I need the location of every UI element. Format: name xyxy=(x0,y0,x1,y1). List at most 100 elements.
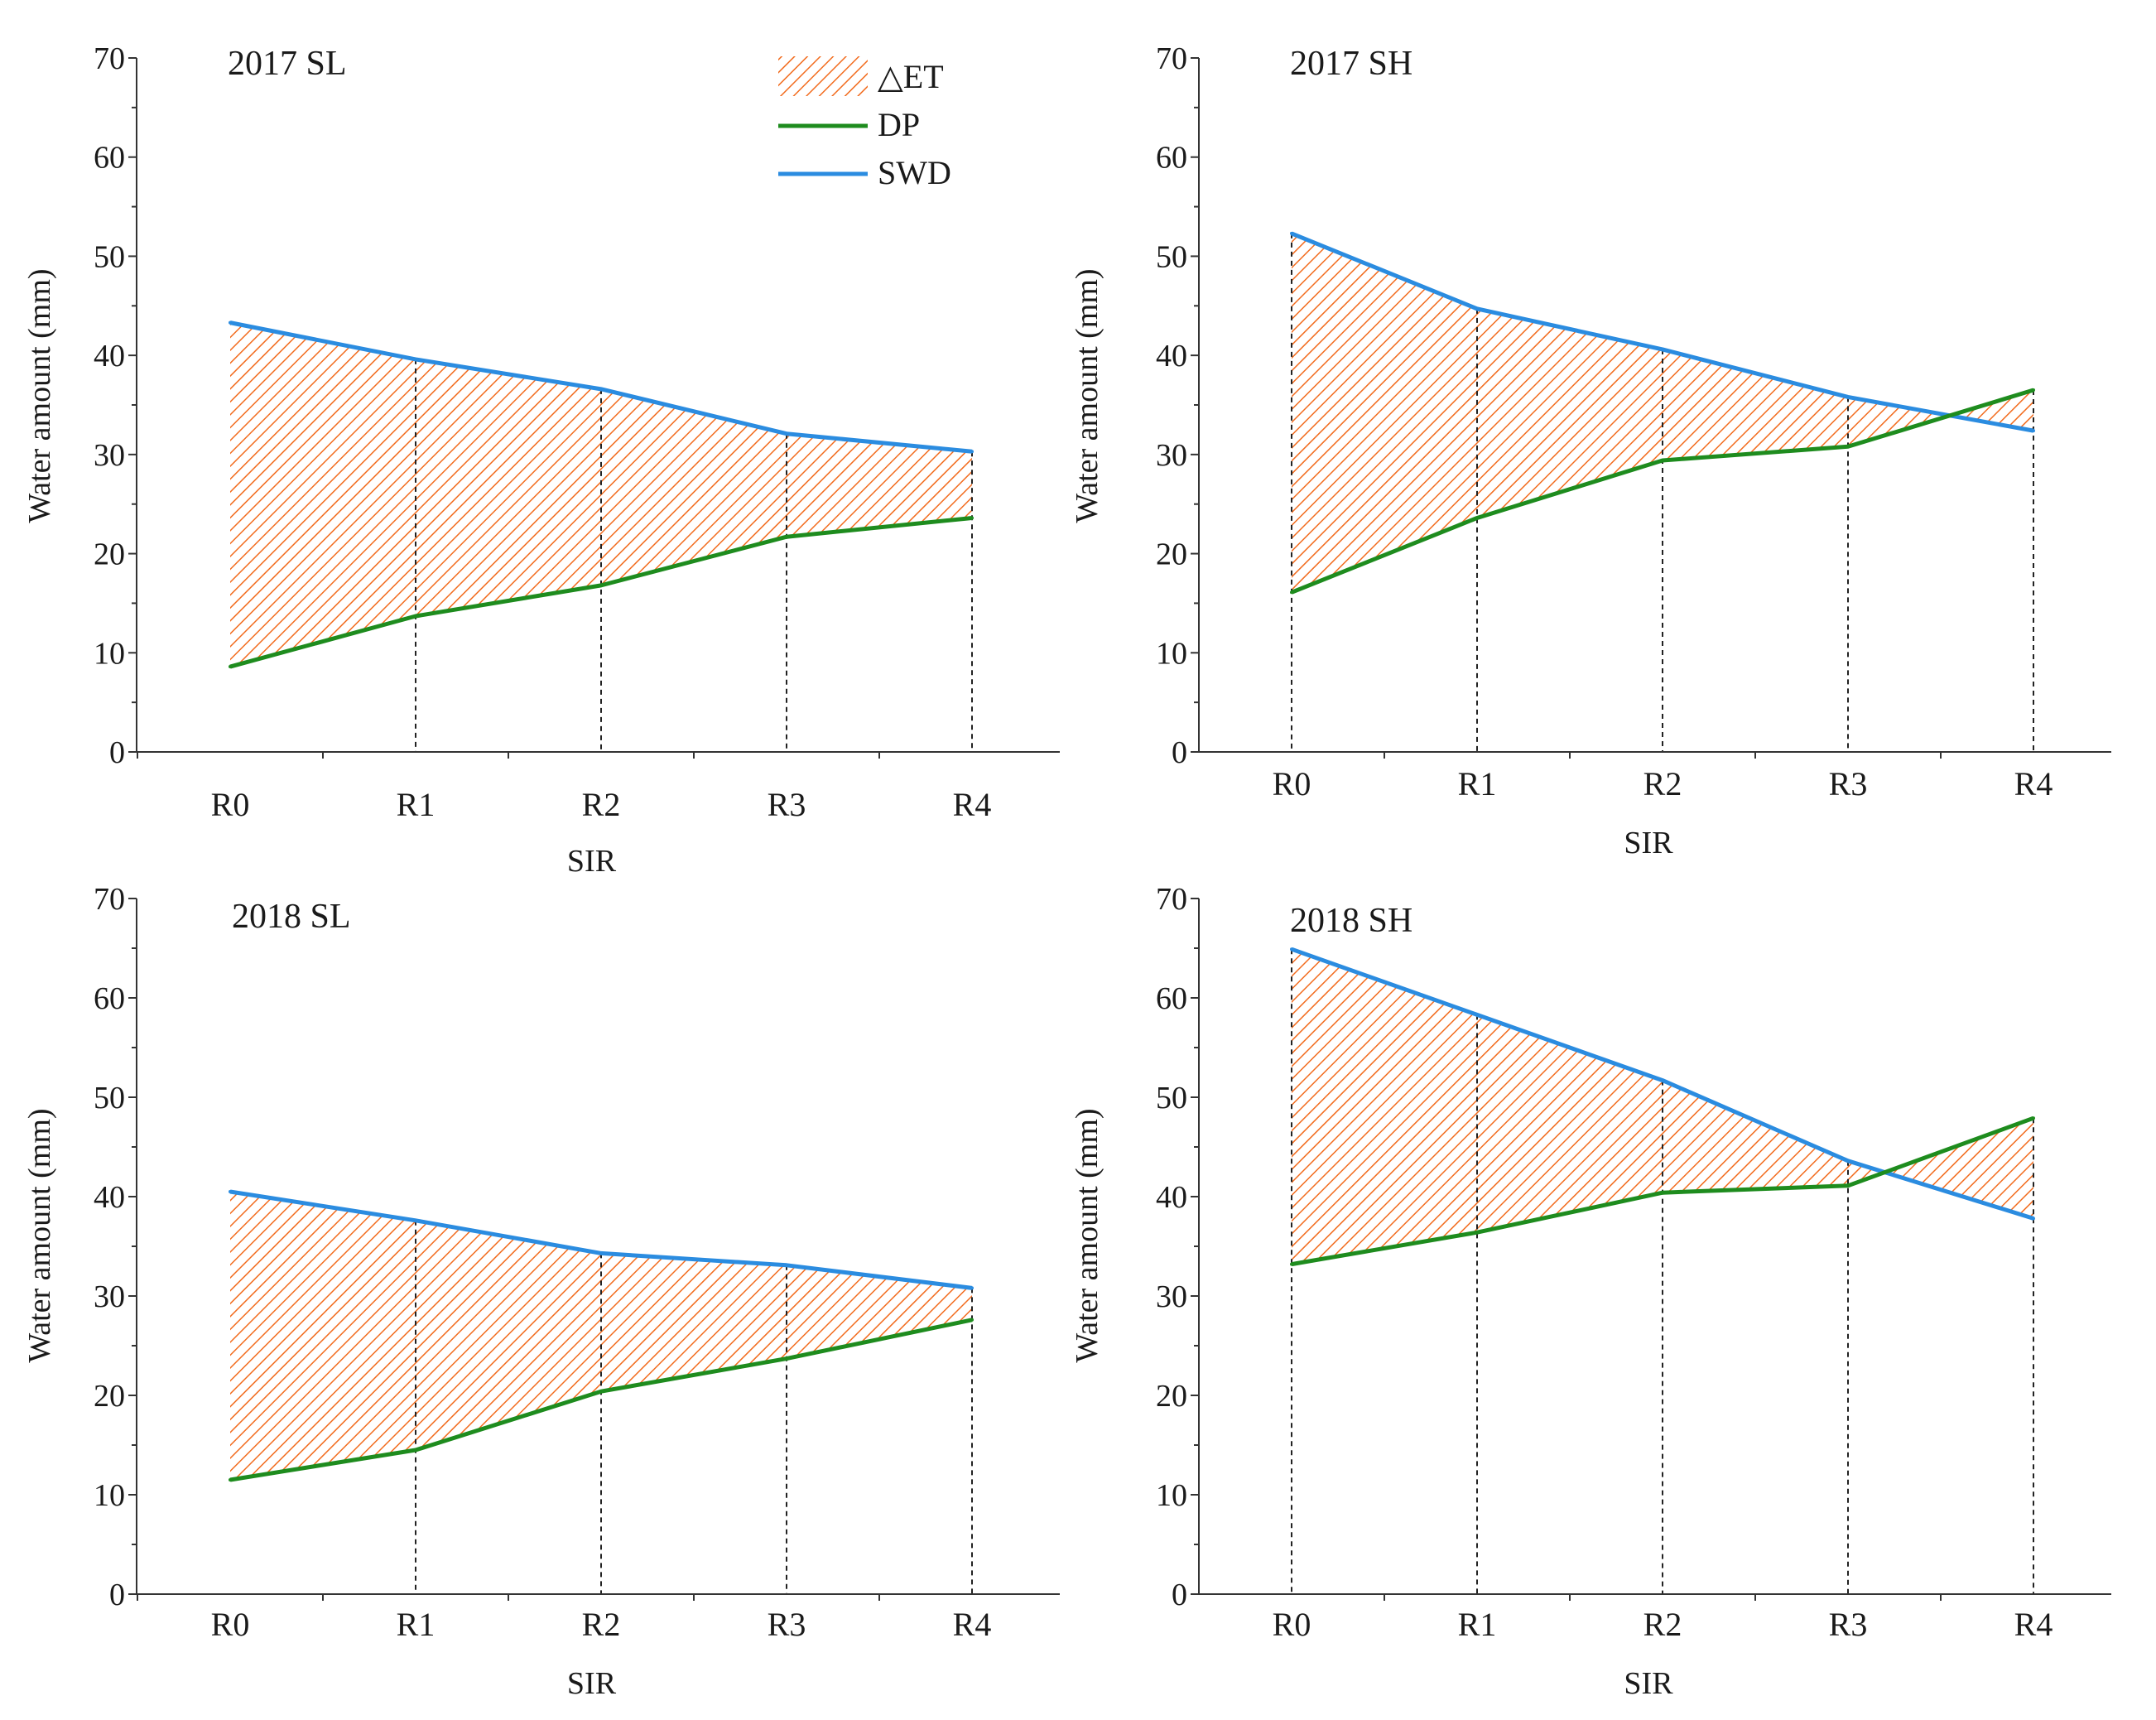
dp-point-R0 xyxy=(1290,590,1293,595)
dp-point-R1 xyxy=(414,1448,417,1452)
x-tick-label-R3: R3 xyxy=(1829,765,1868,802)
delta-et-area xyxy=(1292,949,2033,1265)
y-tick-label: 30 xyxy=(1156,438,1187,473)
y-tick-label: 70 xyxy=(94,41,125,76)
dp-point-R4 xyxy=(2032,388,2035,393)
y-tick-label: 60 xyxy=(94,141,125,176)
y-tick-label: 10 xyxy=(1156,1478,1187,1513)
x-axis-title: SIR xyxy=(567,1666,617,1701)
panel-title: 2017 SH xyxy=(1290,45,1412,83)
dp-point-R3 xyxy=(1846,1183,1850,1188)
y-tick-label: 40 xyxy=(94,339,125,373)
x-axis-title: SIR xyxy=(1624,1666,1673,1701)
x-tick-label-R2: R2 xyxy=(582,1606,621,1643)
x-tick-label-R0: R0 xyxy=(211,786,250,823)
y-tick-label: 70 xyxy=(1156,882,1187,917)
dp-point-R3 xyxy=(785,535,788,539)
y-tick-label: 40 xyxy=(94,1180,125,1215)
dp-point-R2 xyxy=(1661,1191,1664,1195)
panel-title: 2018 SL xyxy=(232,898,351,936)
dp-point-R4 xyxy=(970,1318,974,1322)
dp-point-R2 xyxy=(599,583,603,587)
swd-point-R0 xyxy=(229,320,232,325)
swd-point-R1 xyxy=(1475,306,1479,311)
y-tick-label: 0 xyxy=(109,1578,125,1612)
legend-label-swd: SWD xyxy=(878,154,951,191)
dp-point-R2 xyxy=(599,1390,603,1394)
y-tick-label: 10 xyxy=(94,636,125,671)
dp-point-R3 xyxy=(1846,445,1850,449)
legend-swatch-delta-et xyxy=(778,56,868,96)
y-tick-label: 0 xyxy=(109,735,125,770)
x-tick-label-R3: R3 xyxy=(1829,1606,1868,1643)
x-tick-label-R0: R0 xyxy=(1273,765,1311,802)
y-tick-label: 10 xyxy=(1156,636,1187,671)
x-axis-title: SIR xyxy=(567,844,617,879)
swd-point-R2 xyxy=(599,387,603,391)
swd-point-R2 xyxy=(1661,1078,1664,1082)
y-tick-label: 0 xyxy=(1172,1578,1187,1612)
y-tick-label: 50 xyxy=(1156,1081,1187,1115)
swd-point-R1 xyxy=(1475,1013,1479,1017)
delta-et-area xyxy=(1292,233,2033,593)
y-tick-label: 20 xyxy=(1156,1379,1187,1414)
x-tick-label-R3: R3 xyxy=(768,786,806,823)
y-tick-label: 50 xyxy=(1156,239,1187,274)
swd-point-R0 xyxy=(229,1190,232,1193)
panel-title: 2017 SL xyxy=(228,45,347,83)
y-tick-label: 20 xyxy=(1156,537,1187,572)
dp-point-R4 xyxy=(2032,1116,2035,1120)
chart-panel-0: 0 10 20 30 40 50 60 70 R0 R1 R2 R3 R4 SIR Water amount… xyxy=(22,41,1060,879)
chart-panel-1: 0 10 20 30 40 50 60 70 R0 R1 R2 R3 R4 SIR Water amount… xyxy=(1070,41,2111,860)
dp-point-R0 xyxy=(229,665,232,669)
x-tick-label-R1: R1 xyxy=(1458,765,1497,802)
legend-label-delta_et: △ET xyxy=(878,58,944,95)
y-tick-label: 40 xyxy=(1156,339,1187,373)
swd-point-R3 xyxy=(785,1263,788,1267)
y-axis-title: Water amount (mm) xyxy=(1070,268,1104,523)
dp-point-R1 xyxy=(1475,1231,1479,1235)
swd-point-R4 xyxy=(970,1286,974,1290)
dp-point-R1 xyxy=(414,614,417,618)
x-tick-label-R4: R4 xyxy=(953,1606,992,1643)
swd-point-R0 xyxy=(1290,947,1293,952)
y-tick-label: 30 xyxy=(94,438,125,473)
y-tick-label: 10 xyxy=(94,1478,125,1513)
swd-point-R1 xyxy=(414,357,417,361)
swd-point-R3 xyxy=(1846,395,1850,399)
panels: 0 10 20 30 40 50 60 70 R0 R1 R2 R3 R4 SIR Water amount… xyxy=(22,41,2111,1701)
x-tick-label-R3: R3 xyxy=(768,1606,806,1643)
y-tick-label: 60 xyxy=(1156,141,1187,176)
dp-point-R3 xyxy=(785,1356,788,1361)
chart-panel-2: 0 10 20 30 40 50 60 70 R0 R1 R2 R3 R4 SIR Water amount… xyxy=(22,882,1060,1701)
x-axis-title: SIR xyxy=(1624,826,1673,860)
y-tick-label: 30 xyxy=(94,1279,125,1314)
y-tick-label: 50 xyxy=(94,239,125,274)
legend-label-dp: DP xyxy=(878,106,920,143)
y-tick-label: 20 xyxy=(94,1379,125,1414)
swd-point-R3 xyxy=(1846,1159,1850,1163)
x-tick-label-R4: R4 xyxy=(2014,1606,2053,1643)
swd-point-R4 xyxy=(2032,1217,2035,1221)
x-tick-label-R2: R2 xyxy=(1643,765,1682,802)
y-axis-title: Water amount (mm) xyxy=(22,268,57,523)
y-tick-label: 50 xyxy=(94,1081,125,1115)
x-tick-label-R4: R4 xyxy=(2014,765,2053,802)
y-tick-label: 20 xyxy=(94,537,125,572)
dp-point-R4 xyxy=(970,516,974,520)
y-tick-label: 70 xyxy=(1156,41,1187,76)
dp-point-R0 xyxy=(229,1478,232,1482)
dp-point-R0 xyxy=(1290,1262,1293,1266)
dp-point-R1 xyxy=(1475,516,1479,520)
y-axis-title: Water amount (mm) xyxy=(1070,1108,1104,1362)
dp-point-R2 xyxy=(1661,459,1664,463)
y-tick-label: 70 xyxy=(94,882,125,917)
x-tick-label-R1: R1 xyxy=(397,786,436,823)
chart-panel-3: 0 10 20 30 40 50 60 70 R0 R1 R2 R3 R4 SIR Water amount… xyxy=(1070,882,2111,1701)
delta-et-area xyxy=(230,322,972,667)
y-axis-title: Water amount (mm) xyxy=(22,1108,57,1362)
x-tick-label-R0: R0 xyxy=(211,1606,250,1643)
swd-point-R2 xyxy=(1661,347,1664,351)
y-tick-label: 60 xyxy=(94,981,125,1016)
